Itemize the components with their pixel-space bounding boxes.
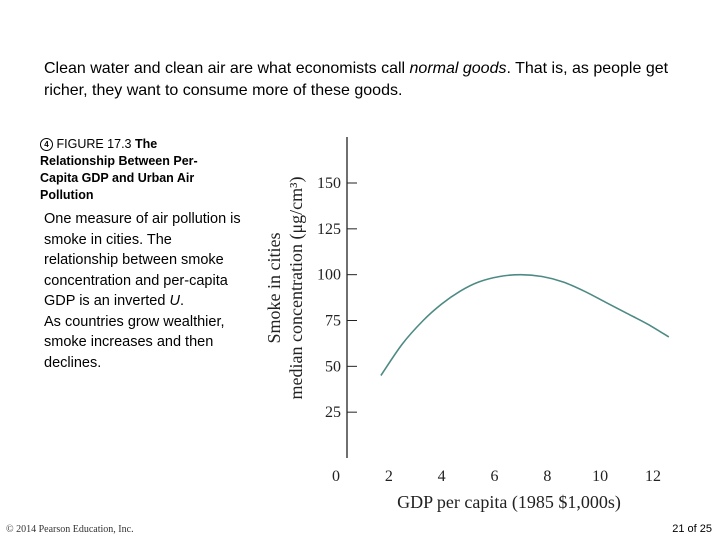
- x-tick-label: 0: [332, 468, 340, 485]
- figure-number-icon: 4: [40, 138, 53, 151]
- description-para-1-emph: U: [169, 293, 180, 309]
- y-tick-label: 100: [317, 267, 341, 284]
- x-tick-label: 8: [543, 468, 551, 485]
- x-ticks: 0 2 4 6 8 10 12: [332, 468, 661, 485]
- x-tick-label: 4: [438, 468, 446, 485]
- smoke-series-line: [380, 273, 670, 376]
- x-tick-label: 2: [385, 468, 393, 485]
- description-para-1-end: .: [179, 293, 184, 309]
- x-tick-label: 6: [491, 468, 499, 485]
- y-axis-label-group: Smoke in cities median concentration (μg…: [264, 177, 307, 400]
- y-axis-label-line2: median concentration (μg/cm³): [286, 177, 307, 400]
- intro-emphasis: normal goods: [409, 60, 507, 77]
- intro-text: Clean water and clean air are what econo…: [44, 58, 684, 102]
- description-para-1-text: One measure of air pollution is smoke in…: [44, 211, 241, 309]
- y-tick-label: 75: [325, 313, 341, 330]
- intro-part1: Clean water and clean air are what econo…: [44, 60, 410, 77]
- y-tick-label: 25: [325, 404, 341, 421]
- intro-part2: . That is, as people get richer, they wa…: [44, 60, 669, 99]
- smoke-gdp-chart: 25 50 75 100 125 150 0 2 4 6 8 10 12 GDP per capita…: [264, 137, 670, 513]
- x-axis-label: GDP per capita (1985 $1,000s): [397, 492, 621, 513]
- x-tick-label: 12: [645, 468, 661, 485]
- y-axis-label-line1: Smoke in cities: [264, 233, 284, 344]
- description-para-2: As countries grow wealthier, smoke incre…: [44, 313, 225, 371]
- y-ticks: 25 50 75 100 125 150: [317, 175, 357, 421]
- page-number: 21 of 25: [672, 523, 712, 535]
- figure-label: FIGURE 17.3: [56, 137, 132, 151]
- y-tick-label: 50: [325, 358, 341, 375]
- y-tick-label: 125: [317, 221, 341, 238]
- description-para-1: One measure of air pollution is smoke in…: [44, 209, 244, 312]
- figure-caption: 4 FIGURE 17.3 The Relationship Between P…: [40, 136, 230, 204]
- x-tick-label: 10: [592, 468, 608, 485]
- copyright: © 2014 Pearson Education, Inc.: [6, 524, 134, 535]
- figure-title: The Relationship Between Per-Capita GDP …: [40, 137, 198, 202]
- figure-description: One measure of air pollution is smoke in…: [44, 209, 244, 373]
- y-tick-label: 150: [317, 175, 341, 192]
